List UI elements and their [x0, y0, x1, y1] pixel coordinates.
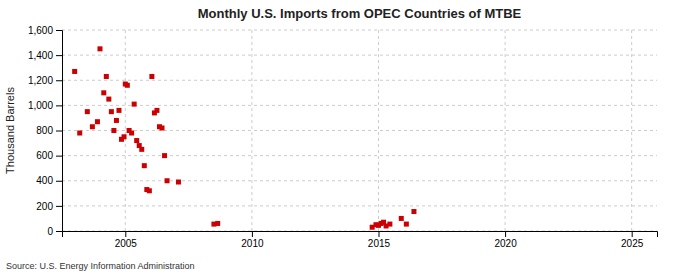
x-grid-line	[378, 30, 379, 231]
point	[122, 134, 127, 139]
point	[160, 125, 165, 130]
point	[114, 118, 119, 123]
x-tick: 2010	[241, 231, 264, 249]
point	[104, 74, 109, 79]
y-axis-label: Thousand Barrels	[4, 87, 16, 174]
point	[154, 108, 159, 113]
y-tick-mark	[56, 181, 62, 182]
point	[90, 124, 95, 129]
point	[132, 102, 137, 107]
y-tick-mark	[56, 30, 62, 31]
source-annotation: Source: U.S. Energy Information Administ…	[6, 261, 195, 271]
point	[215, 221, 220, 226]
y-tick-mark	[56, 80, 62, 81]
y-tick-mark	[56, 231, 62, 232]
y-tick: 1,600	[28, 25, 62, 36]
y-grid-line	[62, 180, 657, 181]
y-tick: 1,000	[28, 100, 62, 111]
y-grid-line	[62, 55, 657, 56]
x-axis-domain	[63, 232, 658, 238]
point	[77, 131, 82, 136]
y-grid-line	[62, 30, 657, 31]
x-axis: 2005 2010 2015 2020 2025	[63, 231, 658, 249]
point	[165, 178, 170, 183]
point	[162, 153, 167, 158]
x-tick-label: 2025	[621, 238, 644, 249]
y-tick: 0	[47, 226, 62, 237]
y-tick-mark	[56, 105, 62, 106]
x-tick-label: 2015	[368, 238, 391, 249]
y-tick-label: 1,400	[28, 50, 53, 61]
y-tick-mark	[56, 206, 62, 207]
chart-svg: 2005 2010 2015 2020 2025 0 200 400 600 800 1,000 1,…	[0, 0, 675, 275]
point	[387, 222, 392, 227]
x-tick: 2020	[494, 231, 517, 249]
x-grid-line	[251, 30, 252, 231]
y-tick-mark	[56, 131, 62, 132]
y-tick-label: 200	[36, 201, 53, 212]
x-tick-label: 2020	[494, 238, 517, 249]
y-grid-line	[62, 80, 657, 81]
marks	[72, 46, 416, 229]
x-tick-label: 2005	[115, 238, 138, 249]
x-grid-line	[505, 30, 506, 231]
x-tick: 2005	[115, 231, 138, 249]
point	[111, 128, 116, 133]
y-tick-mark	[56, 55, 62, 56]
x-tick-mark	[378, 231, 379, 237]
grid	[62, 30, 657, 231]
chart-title: Monthly U.S. Imports from OPEC Countries…	[198, 6, 522, 21]
point	[149, 74, 154, 79]
y-axis-domain	[56, 31, 63, 232]
y-tick-label: 400	[36, 175, 53, 186]
plot-area: 2005 2010 2015 2020 2025 0 200 400 600 800 1,000 1,…	[28, 25, 658, 249]
point	[97, 46, 102, 51]
y-tick-label: 1,000	[28, 100, 53, 111]
point	[404, 222, 409, 227]
point	[142, 163, 147, 168]
point	[399, 216, 404, 221]
y-axis: 0 200 400 600 800 1,000 1,200 1,400 1,600	[28, 25, 63, 237]
y-tick-label: 800	[36, 125, 53, 136]
point	[139, 147, 144, 152]
x-tick-mark	[632, 231, 633, 237]
point	[109, 109, 114, 114]
y-tick-label: 1,200	[28, 75, 53, 86]
x-tick-label: 2010	[241, 238, 264, 249]
y-tick: 400	[36, 175, 62, 186]
y-tick: 200	[36, 201, 62, 212]
point	[116, 108, 121, 113]
point	[176, 180, 181, 185]
y-tick-label: 0	[47, 226, 53, 237]
x-tick: 2025	[621, 231, 644, 249]
y-tick: 800	[36, 125, 62, 136]
point	[125, 83, 130, 88]
point	[95, 119, 100, 124]
x-tick-mark	[505, 231, 506, 237]
y-grid-line	[62, 105, 657, 106]
y-grid-line	[62, 130, 657, 131]
point	[106, 97, 111, 102]
y-tick: 1,200	[28, 75, 62, 86]
y-tick-label: 1,600	[28, 25, 53, 36]
point	[147, 188, 152, 193]
y-tick-mark	[56, 156, 62, 157]
x-tick-mark	[252, 231, 253, 237]
point	[85, 109, 90, 114]
point	[101, 90, 106, 95]
x-tick: 2015	[368, 231, 391, 249]
chart-container: 2005 2010 2015 2020 2025 0 200 400 600 800 1,000 1,…	[0, 0, 675, 275]
point	[134, 138, 139, 143]
point	[411, 209, 416, 214]
y-tick: 600	[36, 150, 62, 161]
point	[129, 131, 134, 136]
y-grid-line	[62, 205, 657, 206]
y-tick: 1,400	[28, 50, 62, 61]
point	[72, 69, 77, 74]
x-tick-mark	[125, 231, 126, 237]
y-tick-label: 600	[36, 150, 53, 161]
y-grid-line	[62, 155, 657, 156]
